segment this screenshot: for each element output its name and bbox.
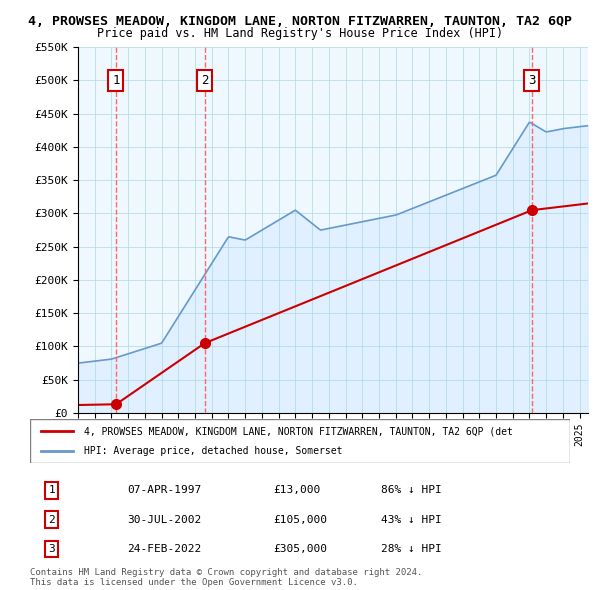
Text: Price paid vs. HM Land Registry's House Price Index (HPI): Price paid vs. HM Land Registry's House … xyxy=(97,27,503,40)
Text: 3: 3 xyxy=(48,544,55,554)
Text: 4, PROWSES MEADOW, KINGDOM LANE, NORTON FITZWARREN, TAUNTON, TA2 6QP: 4, PROWSES MEADOW, KINGDOM LANE, NORTON … xyxy=(28,15,572,28)
Text: 1: 1 xyxy=(112,74,120,87)
Text: 2: 2 xyxy=(201,74,208,87)
Text: 30-JUL-2002: 30-JUL-2002 xyxy=(127,514,202,525)
Text: 1: 1 xyxy=(48,486,55,496)
Text: £305,000: £305,000 xyxy=(273,544,327,554)
Text: 86% ↓ HPI: 86% ↓ HPI xyxy=(381,486,442,496)
Text: 43% ↓ HPI: 43% ↓ HPI xyxy=(381,514,442,525)
Text: 4, PROWSES MEADOW, KINGDOM LANE, NORTON FITZWARREN, TAUNTON, TA2 6QP (det: 4, PROWSES MEADOW, KINGDOM LANE, NORTON … xyxy=(84,427,513,436)
Text: 24-FEB-2022: 24-FEB-2022 xyxy=(127,544,202,554)
Text: 3: 3 xyxy=(528,74,536,87)
Text: £105,000: £105,000 xyxy=(273,514,327,525)
Text: £13,000: £13,000 xyxy=(273,486,320,496)
Text: 2: 2 xyxy=(48,514,55,525)
Text: 28% ↓ HPI: 28% ↓ HPI xyxy=(381,544,442,554)
Text: 07-APR-1997: 07-APR-1997 xyxy=(127,486,202,496)
Text: HPI: Average price, detached house, Somerset: HPI: Average price, detached house, Some… xyxy=(84,446,343,455)
Text: Contains HM Land Registry data © Crown copyright and database right 2024.
This d: Contains HM Land Registry data © Crown c… xyxy=(30,568,422,587)
FancyBboxPatch shape xyxy=(30,419,570,463)
